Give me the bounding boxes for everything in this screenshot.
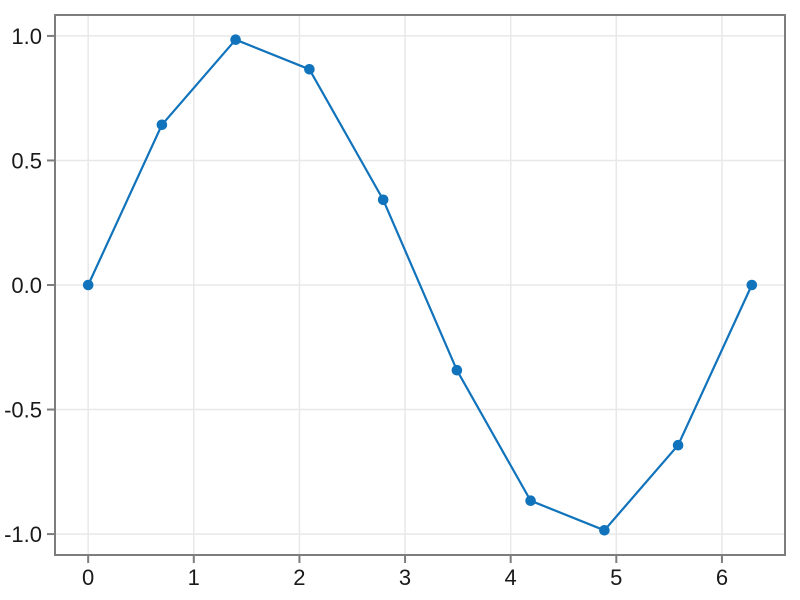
y-tick-label: 0.5 (11, 148, 42, 173)
label-layer: 0 1 2 3 4 5 6 -1.0 -0.5 0.0 0.5 1.0 (4, 24, 728, 590)
x-tick-label: 6 (716, 565, 728, 590)
data-point-marker (672, 439, 684, 451)
frame-layer (54, 14, 786, 556)
data-point-marker (525, 495, 536, 507)
y-tick-label: -0.5 (4, 398, 42, 423)
y-tick-label: 1.0 (11, 24, 42, 49)
series-layer (82, 34, 758, 536)
x-tick-label: 4 (505, 565, 517, 590)
data-point-marker (156, 119, 168, 131)
data-point-marker (377, 194, 389, 206)
y-tick-label: -1.0 (4, 522, 42, 547)
series-line (87, 38, 753, 532)
data-point-marker (304, 64, 315, 75)
x-tick-label: 0 (82, 565, 94, 590)
data-point-marker (746, 279, 758, 291)
data-point-marker (82, 279, 94, 291)
data-point-marker (599, 525, 610, 536)
y-tick-label: 0.0 (11, 273, 42, 298)
plot-frame (54, 14, 786, 556)
data-point-marker (451, 364, 463, 376)
x-tick-label: 2 (293, 565, 305, 590)
x-tick-label: 3 (399, 565, 411, 590)
data-point-marker (230, 34, 241, 45)
x-tick-label: 1 (188, 565, 200, 590)
x-tick-label: 5 (610, 565, 622, 590)
tick-layer (47, 34, 723, 563)
